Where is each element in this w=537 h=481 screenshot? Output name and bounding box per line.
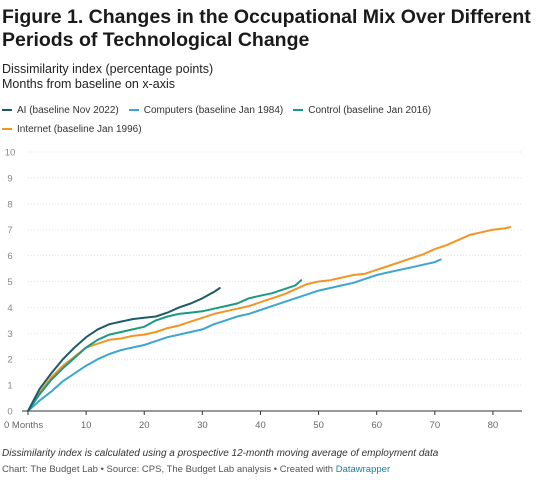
y-tick-label: 10 [5,148,16,159]
x-tick-label: 40 [255,420,266,431]
subtitle-y-units: Dissimilarity index (percentage points) [2,62,214,76]
y-tick-label: 0 [7,407,12,418]
x-tick-label: 80 [488,420,499,431]
legend-swatch [2,109,12,112]
legend-label: AI (baseline Nov 2022) [17,105,119,116]
y-tick-label: 5 [7,277,12,288]
chart-note: Dissimilarity index is calculated using … [2,448,439,459]
series-line-4 [27,226,512,412]
legend-swatch [128,109,139,112]
y-tick-label: 2 [7,355,12,366]
y-tick-label: 8 [7,199,12,210]
legend-item: Computers (baseline Jan 1984) [128,101,284,120]
chart-credits: Chart: The Budget Lab • Source: CPS, The… [2,464,390,475]
legend-label: Internet (baseline Jan 1996) [17,124,142,135]
legend-item: AI (baseline Nov 2022) [2,101,119,120]
x-tick-label: 70 [430,420,441,431]
x-tick-label: 60 [371,420,382,431]
chart-subtitle: Dissimilarity index (percentage points) … [2,62,213,92]
legend-swatch [293,109,304,112]
x-tick-label: 20 [139,420,150,431]
y-tick-label: 3 [7,329,12,340]
chart-legend: AI (baseline Nov 2022) Computers (baselin… [2,101,534,139]
legend-swatch [2,128,12,131]
y-tick-label: 7 [7,225,12,236]
series-line-3 [27,279,303,412]
x-tick-label: 30 [197,420,208,431]
series-line-2 [27,258,442,412]
y-tick-label: 9 [7,173,12,184]
y-tick-label: 4 [7,303,12,314]
legend-item: Control (baseline Jan 2016) [293,101,431,120]
chart-title: Figure 1. Changes in the Occupational Mi… [2,6,531,51]
y-tick-label: 1 [7,381,12,392]
subtitle-x-units: Months from baseline on x-axis [2,77,175,91]
x-tick-label: 0 Months [4,420,43,431]
legend-label: Control (baseline Jan 2016) [308,105,432,116]
x-tick-label: 10 [81,420,92,431]
credits-text: Chart: The Budget Lab • Source: CPS, The… [2,464,336,475]
y-tick-label: 6 [7,251,12,262]
datawrapper-link[interactable]: Datawrapper [335,464,391,475]
line-chart: 0 1 2 3 4 5 6 7 8 9 10 0 Months 10 20 30 40 50 60 70 80 [4,148,522,431]
legend-label: Computers (baseline Jan 1984) [143,105,284,116]
series-line-1 [27,287,221,412]
legend-item: Internet (baseline Jan 1996) [2,120,142,139]
x-tick-label: 50 [313,420,324,431]
